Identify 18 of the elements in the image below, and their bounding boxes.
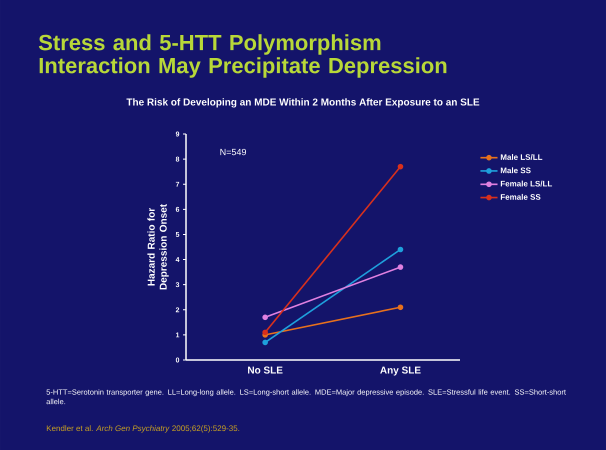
point bbox=[398, 246, 404, 252]
chart-title: Stress and 5-HTT Polymorphism Interaction May Precipitate Depression bbox=[38, 34, 446, 78]
text: Kendler et al. Arch Gen Psychiatry 2005;62(5):529-35. bbox=[46, 425, 240, 433]
point bbox=[262, 330, 268, 336]
point bbox=[398, 164, 404, 170]
point bbox=[262, 340, 268, 346]
annotation: N=549 bbox=[220, 148, 246, 156]
legend-label: Male LS/LL bbox=[500, 154, 542, 160]
y-axis-title: Hazard Ratio for Depression Onset bbox=[147, 204, 169, 290]
legend-label: Female LS/LL bbox=[500, 180, 552, 187]
legend-label: Female SS bbox=[500, 194, 540, 200]
point bbox=[398, 264, 404, 270]
chart-subtitle: The Risk of Developing an MDE Within 2 Months After Exposure to an SLE bbox=[126, 98, 480, 108]
point bbox=[398, 304, 404, 310]
x-tick-label: No SLE bbox=[248, 366, 283, 374]
legend-label: Male SS bbox=[500, 167, 531, 174]
point bbox=[262, 314, 268, 320]
x-tick-label: Any SLE bbox=[380, 366, 421, 376]
